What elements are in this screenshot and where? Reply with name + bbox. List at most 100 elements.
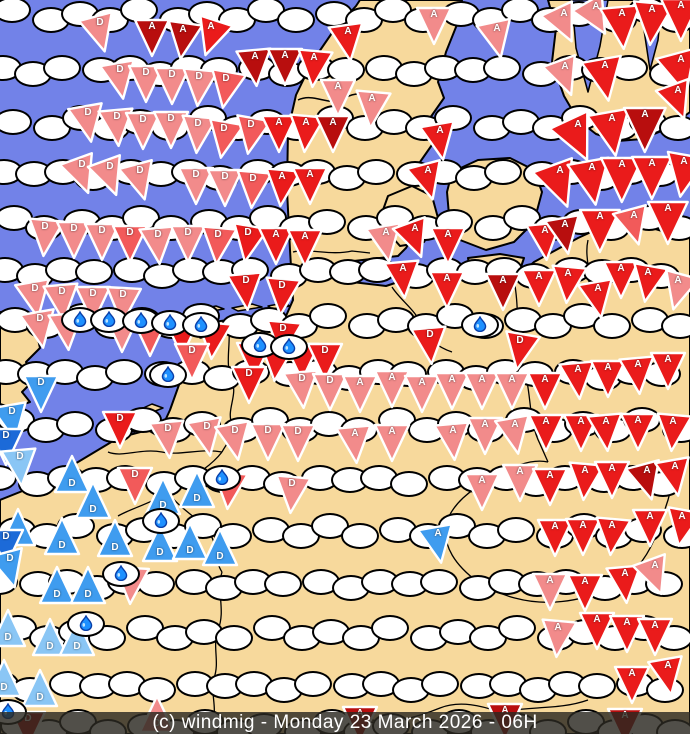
- wind-letter: A: [574, 119, 582, 130]
- wind-triangle-red: D: [410, 325, 449, 366]
- wind-letter: D: [106, 161, 114, 172]
- cloud-ellipse: [661, 313, 690, 339]
- wind-letter: D: [126, 227, 134, 238]
- wind-triangle-blue: D: [171, 521, 209, 561]
- wind-triangle-red: D: [26, 217, 65, 258]
- wind-triangle-red: A: [405, 159, 447, 202]
- wind-letter: A: [604, 362, 612, 373]
- wind-letter: A: [411, 223, 419, 234]
- wind-letter: A: [618, 159, 626, 170]
- wind-triangle-red: A: [613, 665, 651, 705]
- cloud-ellipse: [309, 303, 347, 329]
- wind-triangle-red: A: [335, 424, 374, 465]
- wind-letter: A: [329, 117, 337, 128]
- wind-triangle-red: D: [206, 168, 244, 208]
- wind-triangle-blue: D: [58, 617, 96, 657]
- wind-triangle-red: A: [631, 508, 669, 548]
- wind-triangle-red: A: [619, 412, 657, 452]
- wind-triangle-red: A: [391, 216, 434, 260]
- wind-triangle-red: A: [631, 553, 674, 597]
- cloud-ellipse: [421, 671, 459, 697]
- wind-letter: A: [478, 475, 486, 486]
- wind-letter: A: [561, 219, 569, 230]
- wind-letter: A: [677, 54, 685, 65]
- wind-letter: A: [602, 416, 610, 427]
- wind-triangle-red: D: [311, 372, 349, 412]
- wind-triangle-red: D: [152, 110, 190, 150]
- wind-letter: D: [194, 118, 202, 129]
- wind-triangle-red: A: [527, 413, 565, 453]
- wind-triangle-red: D: [282, 369, 321, 410]
- wind-letter: A: [501, 705, 509, 716]
- wind-triangle-red: A: [531, 467, 569, 507]
- raindrop-icon: [473, 316, 487, 332]
- wind-triangle-red: A: [466, 416, 504, 456]
- wind-letter: A: [671, 461, 679, 472]
- wind-letter: A: [664, 354, 672, 365]
- wind-letter: D: [186, 545, 194, 556]
- wind-letter: D: [46, 641, 54, 652]
- wind-letter: A: [594, 283, 602, 294]
- cloud-ellipse: [578, 673, 616, 699]
- wind-triangle-red: D: [55, 220, 93, 260]
- wind-letter: A: [641, 109, 649, 120]
- wind-triangle-red: A: [558, 360, 597, 401]
- wind-letter: D: [113, 111, 121, 122]
- wind-triangle-red: A: [263, 167, 302, 208]
- wind-letter: A: [643, 465, 651, 476]
- wind-letter: A: [207, 21, 215, 32]
- wind-triangle-red: A: [662, 150, 690, 199]
- wind-letter: A: [579, 520, 587, 531]
- wind-triangle-red: D: [173, 342, 211, 382]
- wind-letter: A: [511, 419, 519, 430]
- wind-letter: D: [8, 406, 16, 417]
- wind-triangle-red: D: [185, 416, 226, 458]
- wind-triangle-red: A: [586, 107, 635, 158]
- wind-triangle-blue: D: [69, 565, 107, 605]
- wind-triangle-red: A: [608, 614, 646, 654]
- wind-triangle-red: D: [116, 466, 154, 506]
- rain-ellipse: [102, 561, 140, 587]
- wind-letter: A: [310, 52, 318, 63]
- wind-triangle-red: D: [306, 342, 344, 382]
- cloud-ellipse: [0, 109, 32, 135]
- wind-triangle-red: A: [429, 226, 467, 266]
- wind-letter: A: [272, 229, 280, 240]
- wind-letter: A: [368, 93, 376, 104]
- wind-letter: D: [214, 229, 222, 240]
- wind-letter: D: [6, 553, 14, 564]
- wind-triangle-red: A: [266, 47, 304, 87]
- wind-triangle-red: A: [578, 611, 616, 651]
- wind-letter: A: [581, 465, 589, 476]
- wind-triangle-red: A: [257, 226, 295, 266]
- wind-triangle-red: A: [287, 113, 326, 154]
- wind-triangle-red: A: [618, 355, 657, 396]
- wind-letter: D: [41, 221, 49, 232]
- cloud-ellipse: [294, 671, 332, 697]
- wind-letter: A: [148, 21, 156, 32]
- rain-ellipse: [149, 362, 187, 388]
- wind-triangle-red: A: [602, 260, 640, 300]
- wind-triangle-red: A: [373, 369, 411, 409]
- wind-letter: A: [436, 125, 444, 136]
- wind-letter: A: [448, 374, 456, 385]
- wind-letter: A: [608, 463, 616, 474]
- cloud-ellipse: [390, 471, 428, 497]
- rain-ellipse: [67, 611, 105, 637]
- wind-letter: D: [188, 345, 196, 356]
- wind-triangle-red: D: [273, 474, 312, 515]
- wind-letter: A: [630, 210, 638, 221]
- raindrop-icon: [253, 336, 267, 352]
- wind-triangle-red: D: [501, 330, 542, 372]
- wind-triangle-red: A: [192, 14, 234, 58]
- wind-letter: A: [179, 24, 187, 35]
- wind-triangle-blue: D: [53, 454, 91, 494]
- wind-triangle-red: A: [531, 572, 569, 612]
- wind-letter: D: [70, 223, 78, 234]
- wind-letter: D: [16, 451, 24, 462]
- wind-triangle-red: A: [463, 371, 501, 411]
- wind-triangle-red: D: [77, 11, 119, 54]
- wind-triangle-red: A: [327, 21, 367, 63]
- wind-letter: A: [418, 377, 426, 388]
- wind-triangle-blue: D: [38, 565, 76, 605]
